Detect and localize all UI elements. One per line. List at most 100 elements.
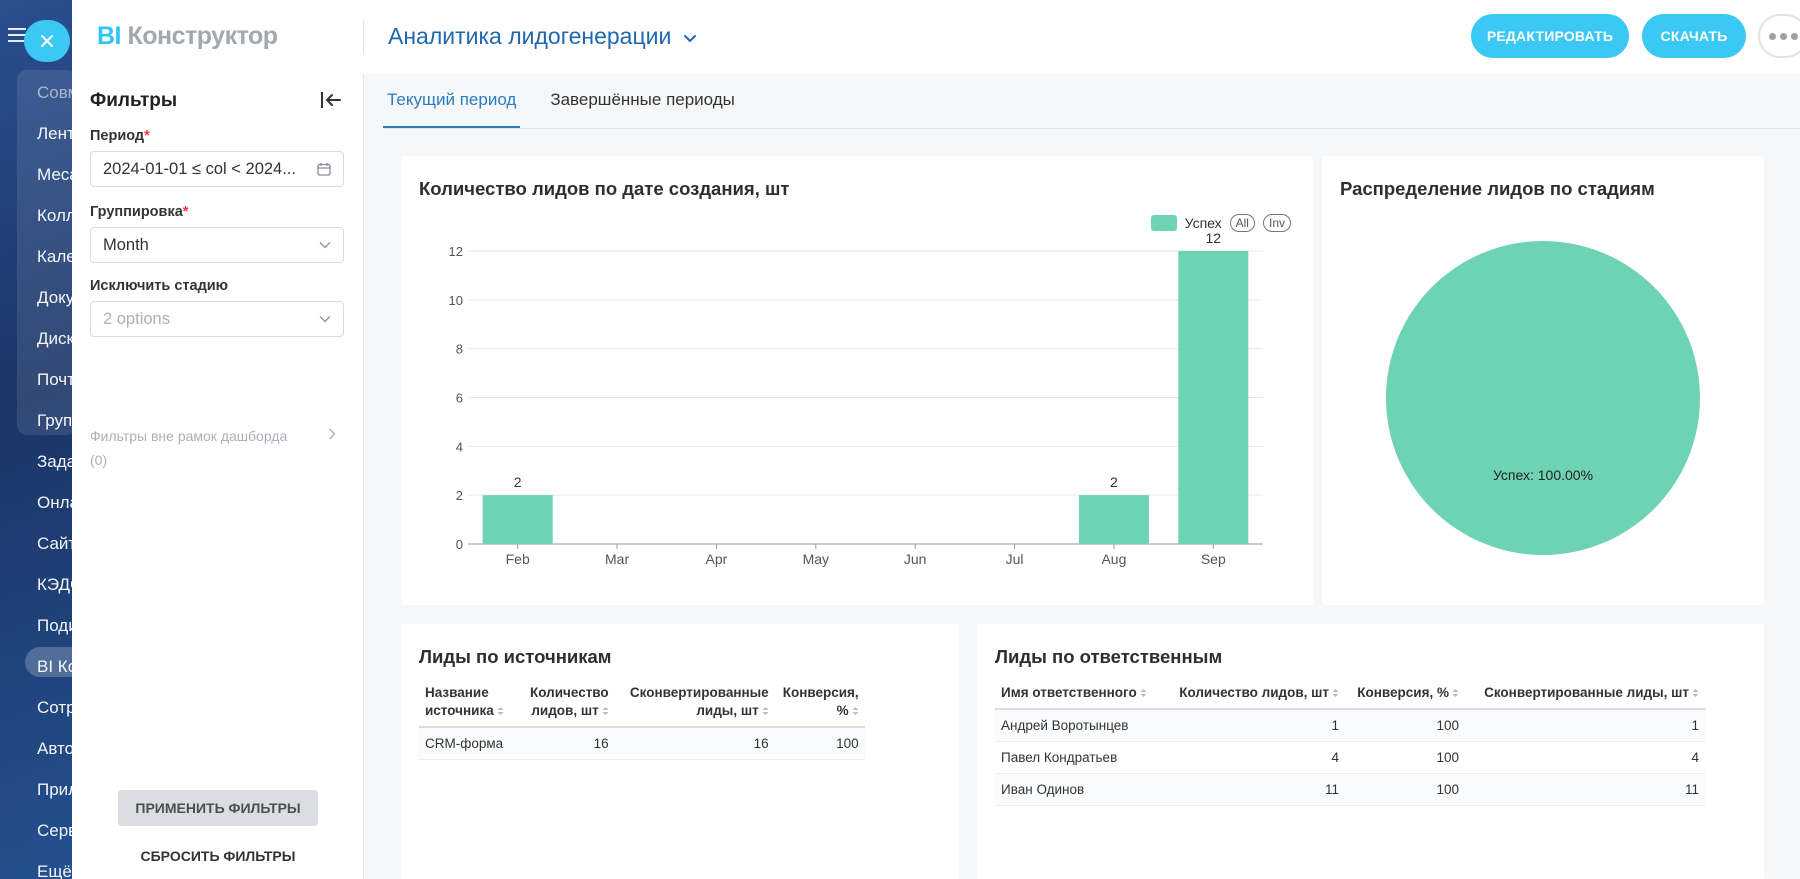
portal-menu-item[interactable]: Ещё xyxy=(37,862,72,879)
topbar-divider xyxy=(363,20,364,54)
portal-menu-item[interactable]: Авто xyxy=(37,739,72,758)
download-button[interactable]: СКАЧАТЬ xyxy=(1642,14,1746,58)
grouping-label: Группировка* xyxy=(90,204,189,220)
table-row: CRM-форма 16 16 100 xyxy=(419,727,865,760)
bar-data-label: 2 xyxy=(1110,474,1118,490)
outside-filters-link[interactable]: Фильтры вне рамок дашборда (0) xyxy=(90,424,344,472)
chevron-down-icon xyxy=(319,316,331,323)
y-tick-label: 12 xyxy=(449,244,463,259)
bar-chart: 0 2 4 6 8 10 12 Feb 2 Mar Apr May Jun Jul Aug 2 Sep 12 xyxy=(449,230,1263,567)
dashboard-title: Аналитика лидогенерации xyxy=(388,23,672,49)
stages-distribution-chart-card: Распределение лидов по стадиям Успех: 10… xyxy=(1322,156,1764,605)
portal-menu-item[interactable]: Кале xyxy=(37,247,72,266)
hamburger-icon[interactable] xyxy=(8,28,26,42)
table-row: Павел Кондратьев 4 100 4 xyxy=(995,741,1705,774)
portal-menu-item[interactable]: Сайт xyxy=(37,534,72,553)
more-button[interactable] xyxy=(1758,14,1800,58)
table-cell: 4 xyxy=(1465,741,1705,774)
portal-menu-item[interactable]: BI Ко xyxy=(37,657,72,676)
portal-menu-item[interactable]: Серв xyxy=(37,821,72,840)
portal-menu-item[interactable]: Лент xyxy=(37,124,72,143)
portal-menu-item[interactable]: Диск xyxy=(37,329,72,348)
sort-icon[interactable] xyxy=(852,706,859,716)
portal-menu-item[interactable]: Груп xyxy=(37,411,72,430)
y-tick-label: 0 xyxy=(456,537,463,552)
sort-icon[interactable] xyxy=(602,706,609,716)
portal-menu-item[interactable]: Поди xyxy=(37,616,72,635)
grouping-select[interactable]: Month xyxy=(90,227,344,263)
x-tick-label: Mar xyxy=(605,551,629,567)
bar[interactable] xyxy=(1078,495,1149,544)
sort-icon[interactable] xyxy=(497,706,504,716)
filters-sidebar: Фильтры Период* 2024-01-01 ≤ col < 2024.… xyxy=(72,74,364,879)
column-header[interactable]: Сконвертированные лиды, шт xyxy=(614,680,775,728)
reset-filters-button[interactable]: СБРОСИТЬ ФИЛЬТРЫ xyxy=(140,848,296,864)
sort-icon[interactable] xyxy=(1140,688,1147,698)
portal-menu-item[interactable]: Зада xyxy=(37,452,72,471)
column-header[interactable]: Количество лидов, шт xyxy=(1165,680,1345,710)
sort-icon[interactable] xyxy=(1452,688,1459,698)
sort-icon[interactable] xyxy=(1332,688,1339,698)
table-cell: 16 xyxy=(614,727,775,760)
top-bar: BI Конструктор Аналитика лидогенерации Р… xyxy=(72,0,1800,74)
x-tick-label: Jun xyxy=(904,551,927,567)
exclude-stage-select[interactable]: 2 options xyxy=(90,301,344,337)
legend-invert-toggle[interactable]: Inv xyxy=(1262,214,1291,232)
pie-slice[interactable] xyxy=(1386,241,1700,555)
table-row: Иван Одинов 11 100 11 xyxy=(995,773,1705,806)
column-header-text: Название xyxy=(425,685,489,700)
portal-menu-item[interactable]: Колл xyxy=(37,206,72,225)
portal-menu-item[interactable]: Совм xyxy=(37,83,72,102)
dashboard-selector[interactable]: Аналитика лидогенерации xyxy=(388,23,697,50)
column-header-text: источника xyxy=(425,703,494,718)
filters-title: Фильтры xyxy=(90,90,178,111)
bar[interactable] xyxy=(1178,251,1249,544)
collapse-panel-icon[interactable] xyxy=(320,90,342,110)
column-header[interactable]: Сконвертированные лиды, шт xyxy=(1465,680,1705,710)
sort-icon[interactable] xyxy=(1692,688,1699,698)
table-cell: 100 xyxy=(774,727,865,760)
portal-menu-item[interactable]: КЭДО xyxy=(37,575,72,594)
column-header[interactable]: Конверсия,% xyxy=(774,680,865,728)
y-tick-label: 6 xyxy=(456,391,463,406)
column-header[interactable]: Название источника xyxy=(419,680,524,728)
y-tick-label: 10 xyxy=(449,293,463,308)
grouping-value: Month xyxy=(103,235,149,254)
edit-button[interactable]: РЕДАКТИРОВАТЬ xyxy=(1471,14,1629,58)
portal-menu-item[interactable]: Меса xyxy=(37,165,72,184)
bar-chart-title: Количество лидов по дате создания, шт xyxy=(419,178,790,199)
logo-name: Конструктор xyxy=(127,22,278,50)
column-header-text: Количество xyxy=(530,685,609,700)
portal-menu-item[interactable]: Сотр xyxy=(37,698,72,717)
more-dot-icon xyxy=(1790,32,1798,40)
column-header[interactable]: Имя ответственного xyxy=(995,680,1165,710)
tab-current-period[interactable]: Текущий период xyxy=(383,76,521,128)
tab-completed-periods[interactable]: Завершённые периоды xyxy=(550,90,735,109)
bi-logo: BI Конструктор xyxy=(97,22,278,51)
legend-series-name[interactable]: Успех xyxy=(1184,215,1222,231)
period-field[interactable]: 2024-01-01 ≤ col < 2024... xyxy=(90,151,344,187)
table-cell: Андрей Воротынцев xyxy=(995,709,1165,742)
tabs-divider xyxy=(383,128,1800,129)
column-header-text: Сконвертированные лиды, шт xyxy=(1484,685,1689,700)
table-cell: 16 xyxy=(524,727,615,760)
sort-icon[interactable] xyxy=(762,706,769,716)
column-header-text: % xyxy=(836,703,849,718)
legend-all-toggle[interactable]: All xyxy=(1229,214,1255,232)
column-header[interactable]: Конверсия, % xyxy=(1345,680,1465,710)
table-cell: CRM-форма xyxy=(419,727,524,760)
close-slider-button[interactable] xyxy=(24,20,70,62)
leads-by-source-card: Лиды по источникам Название источника Коли… xyxy=(401,624,959,879)
bar-data-label: 2 xyxy=(514,474,522,490)
apply-filters-button[interactable]: ПРИМЕНИТЬ ФИЛЬТРЫ xyxy=(118,790,318,826)
column-header[interactable]: Количество лидов, шт xyxy=(524,680,615,728)
portal-menu-item[interactable]: Прил xyxy=(37,780,72,799)
portal-menu-item[interactable]: Доку xyxy=(37,288,72,307)
column-header-text: Имя ответственного xyxy=(1001,685,1137,700)
portal-menu-item[interactable]: Почт xyxy=(37,370,72,389)
portal-menu: Совм Лент Меса Колл Кале Доку Диск Почт Груп Зада… xyxy=(37,80,72,879)
sources-table-title: Лиды по источникам xyxy=(419,646,612,667)
bar[interactable] xyxy=(482,495,553,544)
portal-menu-item[interactable]: Онла xyxy=(37,493,72,512)
close-icon xyxy=(41,35,53,47)
